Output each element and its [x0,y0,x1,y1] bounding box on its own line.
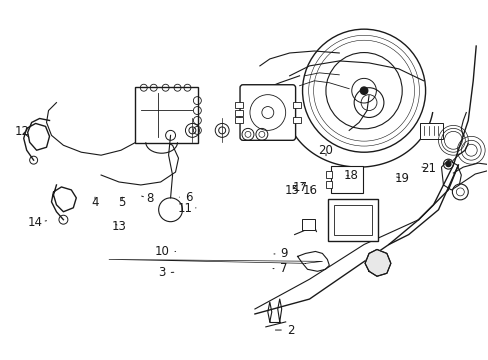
FancyBboxPatch shape [334,205,371,235]
FancyBboxPatch shape [419,123,442,139]
Text: 6: 6 [179,191,192,204]
Text: 10: 10 [154,245,175,258]
Bar [325,181,332,188]
Bar [325,171,332,178]
Bar [235,117,243,123]
Bar [235,102,243,108]
Text: 3: 3 [158,266,173,279]
Text: 9: 9 [273,247,287,260]
Bar [292,117,300,123]
Text: 11: 11 [178,202,196,215]
Text: 4: 4 [91,195,99,209]
FancyBboxPatch shape [135,87,198,143]
Text: 20: 20 [318,144,333,157]
Text: 18: 18 [343,169,358,182]
Circle shape [445,162,450,167]
Text: 8: 8 [142,193,153,206]
Text: 13: 13 [112,220,126,233]
Text: 14: 14 [27,216,46,229]
Circle shape [360,87,367,94]
FancyBboxPatch shape [302,219,314,230]
Text: 7: 7 [272,262,286,275]
FancyBboxPatch shape [240,85,295,140]
Polygon shape [365,249,390,276]
Bar [235,109,243,116]
Text: 2: 2 [275,324,294,337]
Text: 15: 15 [284,184,299,197]
Bar [292,102,300,108]
FancyBboxPatch shape [327,199,377,240]
Text: 17: 17 [292,181,307,194]
Text: 12: 12 [15,125,30,138]
Text: 16: 16 [302,184,317,197]
Text: 21: 21 [421,162,435,175]
FancyBboxPatch shape [331,166,362,193]
Text: 19: 19 [394,172,409,185]
Text: 5: 5 [118,195,125,209]
